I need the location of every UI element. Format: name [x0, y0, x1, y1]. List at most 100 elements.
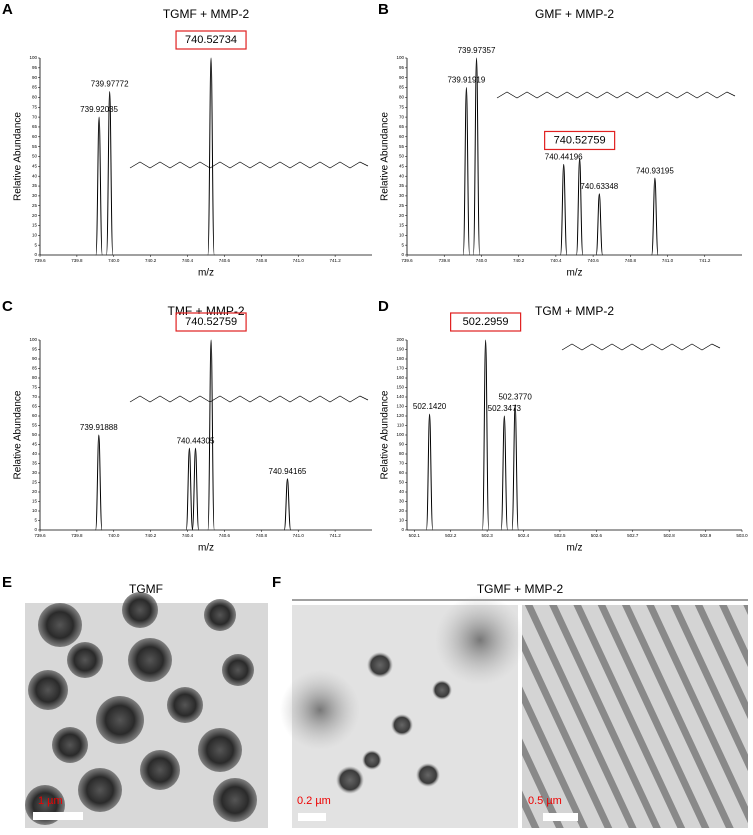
- x-tick-label: 502.9: [700, 533, 712, 538]
- x-tick-label: 740.2: [513, 258, 525, 263]
- highlight-box: [175, 30, 247, 50]
- peak-label-highlight: 502.2959: [463, 316, 509, 328]
- peak: [481, 339, 490, 531]
- peak: [511, 404, 519, 531]
- x-tick-label: 502.7: [627, 533, 639, 538]
- y-tick-label: 25: [32, 203, 38, 208]
- y-tick-label: 75: [32, 104, 38, 109]
- y-tick-label: 90: [32, 356, 38, 361]
- y-tick-label: 0: [401, 252, 404, 257]
- x-axis-title: m/z: [198, 268, 214, 279]
- y-tick-label: 140: [396, 394, 404, 399]
- y-tick-label: 20: [32, 213, 38, 218]
- peak-label: 739.91888: [80, 423, 118, 432]
- y-tick-label: 80: [32, 95, 38, 100]
- x-tick-label: 502.1: [409, 533, 421, 538]
- panel-label: B: [378, 1, 389, 18]
- y-tick-label: 30: [32, 470, 38, 475]
- y-tick-label: 75: [32, 385, 38, 390]
- peak-label: 739.92035: [80, 105, 118, 114]
- y-tick-label: 40: [399, 489, 405, 494]
- y-tick-label: 70: [399, 114, 405, 119]
- y-tick-label: 45: [32, 164, 38, 169]
- peak: [105, 90, 114, 256]
- y-tick-label: 130: [396, 404, 404, 409]
- peak-label-highlight: 740.52759: [185, 316, 237, 328]
- y-tick-label: 80: [399, 451, 405, 456]
- x-tick-label: 740.0: [108, 258, 120, 263]
- x-tick-label: 502.8: [664, 533, 676, 538]
- y-tick-label: 120: [396, 413, 404, 418]
- y-tick-label: 70: [32, 114, 38, 119]
- y-tick-label: 190: [396, 347, 404, 352]
- x-tick-label: 741.0: [293, 533, 305, 538]
- y-tick-label: 70: [399, 461, 405, 466]
- x-tick-label: 741.0: [293, 258, 305, 263]
- y-tick-label: 70: [32, 394, 38, 399]
- x-tick-label: 739.6: [34, 258, 46, 263]
- y-tick-label: 15: [399, 223, 405, 228]
- y-tick-label: 45: [399, 164, 405, 169]
- peak-label: 739.97772: [91, 80, 129, 89]
- x-axis-title: m/z: [566, 543, 582, 554]
- structure: [561, 343, 721, 351]
- x-tick-label: 740.8: [256, 533, 268, 538]
- peak: [500, 415, 509, 531]
- highlight-box: [175, 312, 247, 332]
- highlight-box: [450, 312, 522, 332]
- peak: [185, 447, 194, 531]
- y-axis-title: Relative Abundance: [380, 390, 391, 479]
- x-tick-label: 739.8: [71, 533, 83, 538]
- peak-label: 740.44305: [177, 436, 215, 445]
- tem-image: 1 µm: [25, 592, 268, 828]
- peak-label-highlight: 740.52759: [554, 134, 606, 146]
- y-tick-label: 55: [32, 423, 38, 428]
- x-tick-label: 502.6: [591, 533, 603, 538]
- y-axis-title: Relative Abundance: [13, 112, 24, 201]
- peak: [595, 193, 604, 256]
- y-tick-label: 35: [399, 183, 405, 188]
- x-tick-label: 740.0: [476, 258, 488, 263]
- x-tick-label: 740.4: [550, 258, 562, 263]
- y-tick-label: 20: [32, 489, 38, 494]
- y-tick-label: 5: [34, 518, 37, 523]
- x-tick-label: 739.8: [71, 258, 83, 263]
- highlight-box: [544, 130, 616, 151]
- x-tick-label: 740.8: [625, 258, 637, 263]
- y-tick-label: 60: [32, 134, 38, 139]
- tem-image: 0.2 µm: [280, 595, 525, 828]
- y-tick-label: 20: [399, 213, 405, 218]
- y-axis-title: Relative Abundance: [380, 112, 391, 201]
- peak-label: 740.94165: [269, 467, 307, 476]
- structure: [129, 395, 369, 403]
- y-tick-label: 60: [32, 413, 38, 418]
- y-tick-label: 50: [32, 154, 38, 159]
- image-title: TGMF + MMP-2: [477, 582, 564, 596]
- scale-bar-label: 0.2 µm: [297, 795, 331, 807]
- y-tick-label: 40: [399, 173, 405, 178]
- y-tick-label: 65: [32, 124, 38, 129]
- y-tick-label: 10: [399, 232, 405, 237]
- y-tick-label: 110: [397, 423, 405, 428]
- y-tick-label: 65: [399, 124, 405, 129]
- y-tick-label: 85: [32, 366, 38, 371]
- y-tick-label: 15: [32, 223, 38, 228]
- y-tick-label: 150: [396, 385, 404, 390]
- peak-label: 739.91919: [447, 76, 485, 85]
- y-tick-label: 95: [32, 347, 38, 352]
- peak: [95, 434, 103, 531]
- peak: [207, 339, 215, 531]
- x-tick-label: 740.8: [256, 258, 268, 263]
- y-tick-label: 45: [32, 442, 38, 447]
- y-tick-label: 40: [32, 173, 38, 178]
- y-tick-label: 90: [399, 75, 405, 80]
- y-tick-label: 180: [396, 356, 404, 361]
- y-tick-label: 55: [399, 144, 405, 149]
- y-tick-label: 25: [399, 203, 405, 208]
- panel-label: F: [272, 574, 281, 591]
- y-tick-label: 5: [401, 242, 404, 247]
- y-tick-label: 100: [29, 337, 37, 342]
- y-tick-label: 10: [399, 518, 405, 523]
- y-tick-label: 65: [32, 404, 38, 409]
